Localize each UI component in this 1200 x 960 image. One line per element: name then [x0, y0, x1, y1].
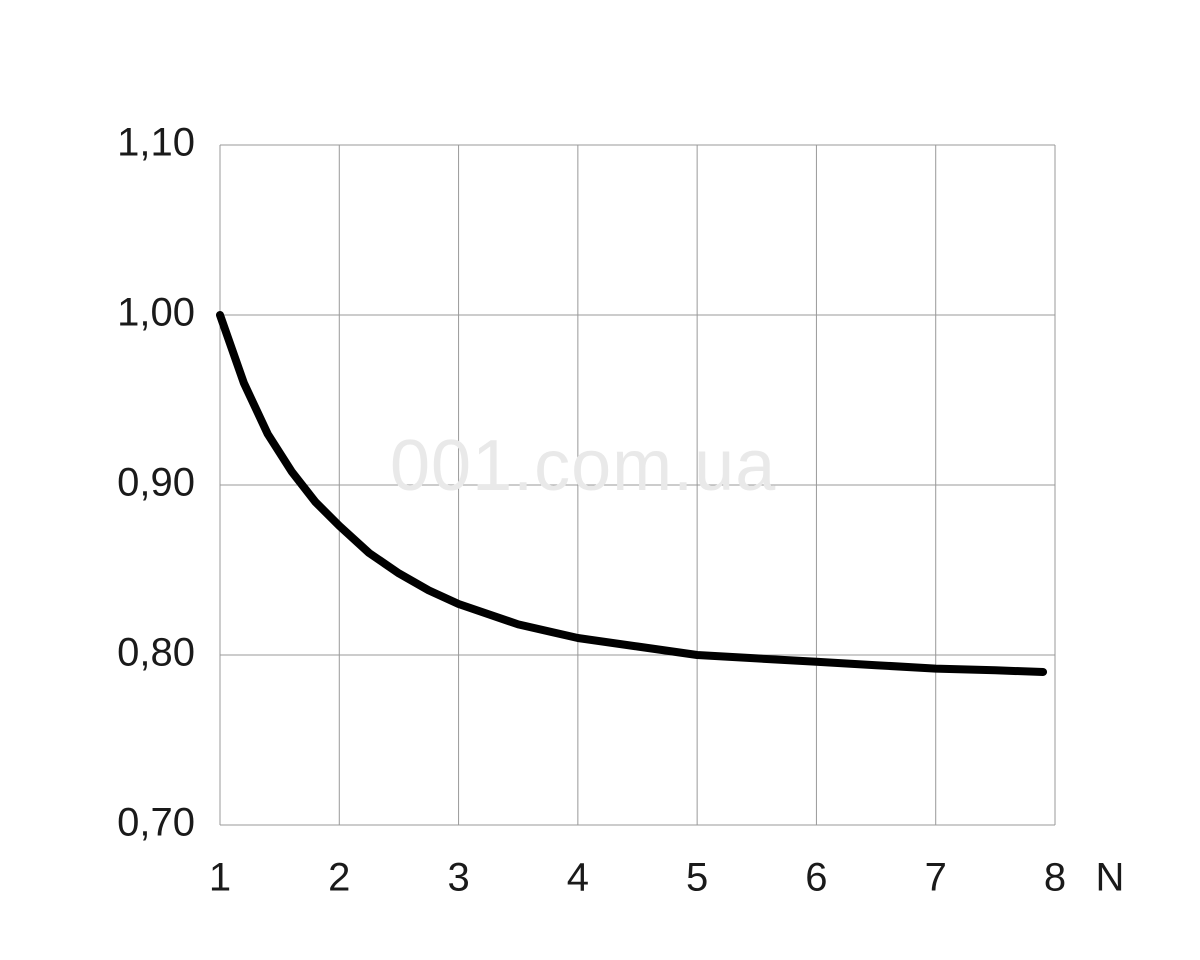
x-tick-label: 4	[567, 856, 589, 900]
y-tick-label: 0,90	[117, 461, 195, 505]
y-tick-label: 1,00	[117, 291, 195, 335]
chart-curve	[220, 315, 1043, 672]
x-tick-label: 8	[1044, 856, 1066, 900]
x-tick-label: 6	[805, 856, 827, 900]
x-axis-unit-label: N	[1096, 856, 1125, 900]
line-chart: 0,70 0,80 0,90 1,00 1,10 1 2 3 4 5 6 7 8N	[0, 0, 1200, 960]
y-axis-labels: 0,70 0,80 0,90 1,00 1,10	[117, 121, 195, 845]
x-tick-label: 1	[209, 856, 231, 900]
x-tick-label: 2	[328, 856, 350, 900]
x-tick-label: 7	[925, 856, 947, 900]
y-tick-label: 0,80	[117, 631, 195, 675]
x-tick-label: 5	[686, 856, 708, 900]
chart-stage: 0,700,800,901,001,10 12345678N 001.com.u…	[0, 0, 1200, 960]
x-axis-labels: 1 2 3 4 5 6 7 8N	[209, 856, 1125, 900]
series-curve	[220, 315, 1043, 672]
chart-grid	[220, 145, 1055, 825]
y-tick-label: 0,70	[117, 801, 195, 845]
y-tick-label: 1,10	[117, 121, 195, 165]
x-tick-label: 3	[447, 856, 469, 900]
